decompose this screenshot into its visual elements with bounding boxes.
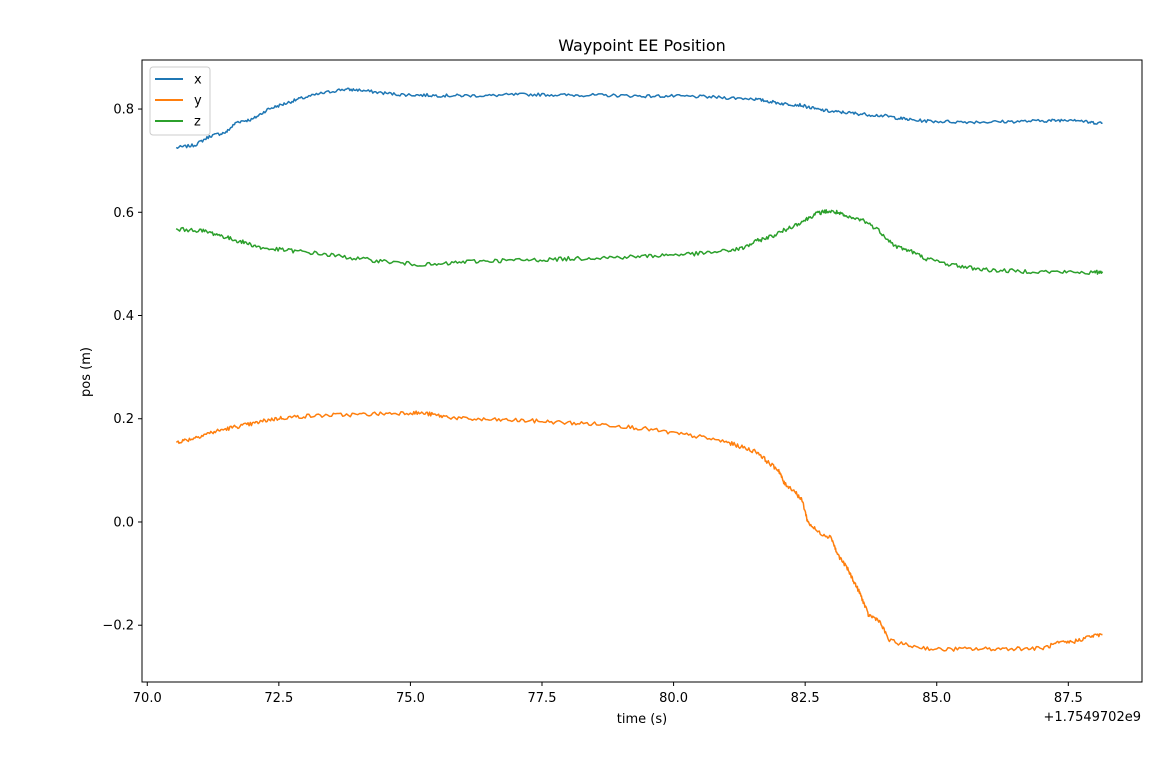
series-layer	[175, 87, 1104, 652]
y-tick-label: 0.2	[113, 412, 134, 427]
y-tick-label: 0.0	[113, 515, 134, 530]
legend-label-x: x	[194, 73, 202, 88]
y-tick-label: 0.8	[113, 103, 134, 118]
x-tick-label: 85.0	[922, 691, 951, 706]
x-tick-label: 80.0	[659, 691, 688, 706]
y-axis-label: pos (m)	[79, 347, 94, 397]
chart-title: Waypoint EE Position	[558, 36, 726, 55]
x-tick-label: 72.5	[264, 691, 293, 706]
x-tick-label: 87.5	[1054, 691, 1083, 706]
y-tick-label: −0.2	[102, 619, 134, 634]
y-tick-label: 0.4	[113, 309, 134, 324]
y-tick-label: 0.6	[113, 206, 134, 221]
series-line-z	[175, 209, 1104, 276]
x-tick-label: 77.5	[528, 691, 557, 706]
series-line-x	[175, 87, 1103, 149]
legend-label-y: y	[194, 94, 202, 109]
ticks-layer: 70.0 72.5 75.0 77.5 80.0 82.5 85.0 87.5 −0.2 0.0 0…	[102, 103, 1082, 706]
x-offset-label: +1.7549702e9	[1044, 710, 1141, 725]
series-line-y	[176, 410, 1103, 652]
legend: xyz	[149, 66, 211, 136]
x-tick-label: 70.0	[133, 691, 162, 706]
x-tick-label: 82.5	[791, 691, 820, 706]
axes-frame	[141, 59, 1143, 683]
legend-label-z: z	[194, 115, 201, 130]
x-tick-label: 75.0	[396, 691, 425, 706]
x-axis-label: time (s)	[617, 712, 667, 727]
